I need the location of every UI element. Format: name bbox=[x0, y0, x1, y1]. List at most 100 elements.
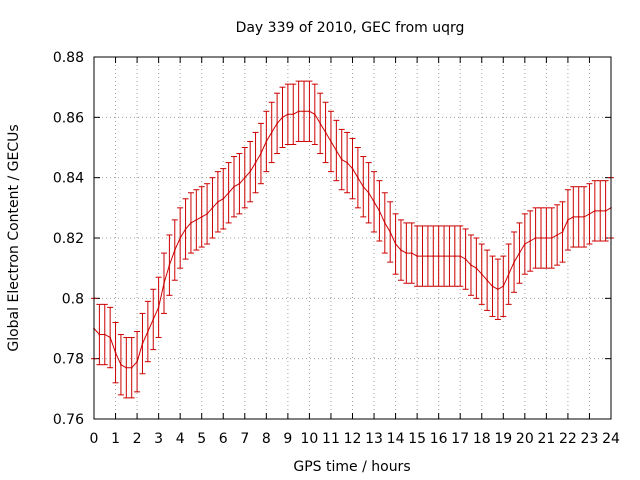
error-bar bbox=[327, 110, 334, 173]
error-bar bbox=[441, 225, 448, 287]
data-point bbox=[335, 149, 338, 152]
error-bar bbox=[537, 207, 544, 269]
data-point bbox=[249, 170, 251, 173]
error-bar bbox=[117, 334, 124, 396]
data-point bbox=[534, 237, 537, 239]
data-point bbox=[405, 252, 408, 254]
y-axis-label: Global Electron Content / GECUs bbox=[6, 124, 22, 351]
error-bar bbox=[457, 225, 464, 287]
data-point bbox=[459, 255, 462, 257]
data-point bbox=[222, 197, 225, 200]
data-point bbox=[260, 152, 262, 155]
error-bar bbox=[279, 86, 286, 148]
error-bar bbox=[306, 80, 313, 142]
data-point bbox=[346, 161, 348, 164]
data-point bbox=[437, 255, 440, 257]
error-bar bbox=[516, 222, 523, 284]
data-point bbox=[362, 185, 365, 188]
data-point bbox=[130, 366, 133, 369]
data-point bbox=[211, 207, 214, 209]
error-bar bbox=[554, 204, 561, 266]
error-bar bbox=[532, 207, 539, 269]
data-point bbox=[270, 131, 273, 134]
data-point bbox=[276, 122, 278, 125]
error-bar bbox=[112, 321, 119, 384]
error-bar bbox=[505, 243, 512, 305]
error-bar bbox=[360, 156, 367, 218]
error-bar bbox=[290, 83, 297, 145]
error-bar bbox=[575, 186, 582, 248]
error-bar bbox=[193, 189, 200, 251]
error-bar bbox=[354, 147, 361, 209]
data-point bbox=[464, 258, 467, 260]
error-bar bbox=[263, 110, 270, 173]
data-point bbox=[168, 264, 171, 266]
data-point bbox=[184, 228, 187, 230]
data-point bbox=[265, 140, 268, 143]
y-tick-label: 0.8 bbox=[62, 291, 84, 307]
error-bar bbox=[564, 189, 571, 251]
x-tick-label: 6 bbox=[219, 431, 228, 447]
error-bar bbox=[403, 222, 410, 284]
x-tick-label: 5 bbox=[197, 431, 206, 447]
error-bar bbox=[209, 177, 216, 239]
x-tick-label: 2 bbox=[133, 431, 142, 447]
data-point bbox=[227, 191, 230, 194]
error-bar bbox=[96, 303, 103, 366]
data-point bbox=[357, 176, 359, 179]
data-point bbox=[416, 255, 418, 257]
data-point bbox=[297, 110, 300, 113]
x-tick-label: 13 bbox=[365, 431, 383, 447]
grid-lines bbox=[94, 57, 611, 419]
error-bar bbox=[134, 331, 141, 393]
error-bar bbox=[344, 131, 351, 194]
error-bar bbox=[376, 180, 383, 242]
data-point bbox=[497, 288, 499, 291]
data-point bbox=[109, 336, 111, 339]
data-point bbox=[432, 255, 435, 257]
error-bar bbox=[484, 249, 491, 311]
plot-frame bbox=[93, 56, 612, 420]
data-point bbox=[330, 140, 332, 143]
data-point bbox=[594, 210, 596, 212]
error-bar bbox=[214, 171, 221, 233]
error-bar bbox=[317, 92, 324, 155]
data-point bbox=[173, 249, 176, 251]
x-tick-label: 10 bbox=[301, 431, 319, 447]
data-point bbox=[308, 110, 311, 113]
data-point bbox=[238, 182, 241, 185]
error-bar bbox=[559, 201, 566, 263]
data-point bbox=[475, 267, 478, 269]
data-point bbox=[378, 210, 381, 212]
error-bar bbox=[392, 213, 399, 275]
error-bar bbox=[225, 162, 232, 224]
error-bar bbox=[462, 228, 469, 290]
error-bar bbox=[430, 225, 437, 287]
error-bar bbox=[602, 180, 609, 242]
error-bar bbox=[521, 213, 528, 275]
data-point bbox=[367, 191, 370, 194]
data-point bbox=[292, 113, 295, 116]
data-point bbox=[314, 113, 316, 116]
data-point bbox=[114, 351, 117, 354]
data-point bbox=[561, 231, 564, 233]
data-point bbox=[577, 216, 580, 218]
x-tick-label: 11 bbox=[322, 431, 340, 447]
x-tick-label: 4 bbox=[176, 431, 185, 447]
error-bar bbox=[107, 306, 114, 369]
data-point bbox=[448, 255, 451, 257]
data-point bbox=[340, 158, 343, 161]
data-point bbox=[588, 213, 591, 215]
data-point bbox=[287, 113, 289, 116]
data-point bbox=[120, 363, 122, 366]
data-point bbox=[410, 252, 413, 254]
error-bar bbox=[128, 337, 135, 399]
data-point bbox=[141, 342, 144, 345]
error-bar bbox=[322, 101, 329, 164]
error-bar bbox=[155, 276, 162, 339]
error-bar bbox=[543, 207, 550, 269]
y-tick-label: 0.82 bbox=[53, 231, 84, 247]
error-bar bbox=[548, 207, 555, 269]
error-bar bbox=[166, 234, 173, 296]
